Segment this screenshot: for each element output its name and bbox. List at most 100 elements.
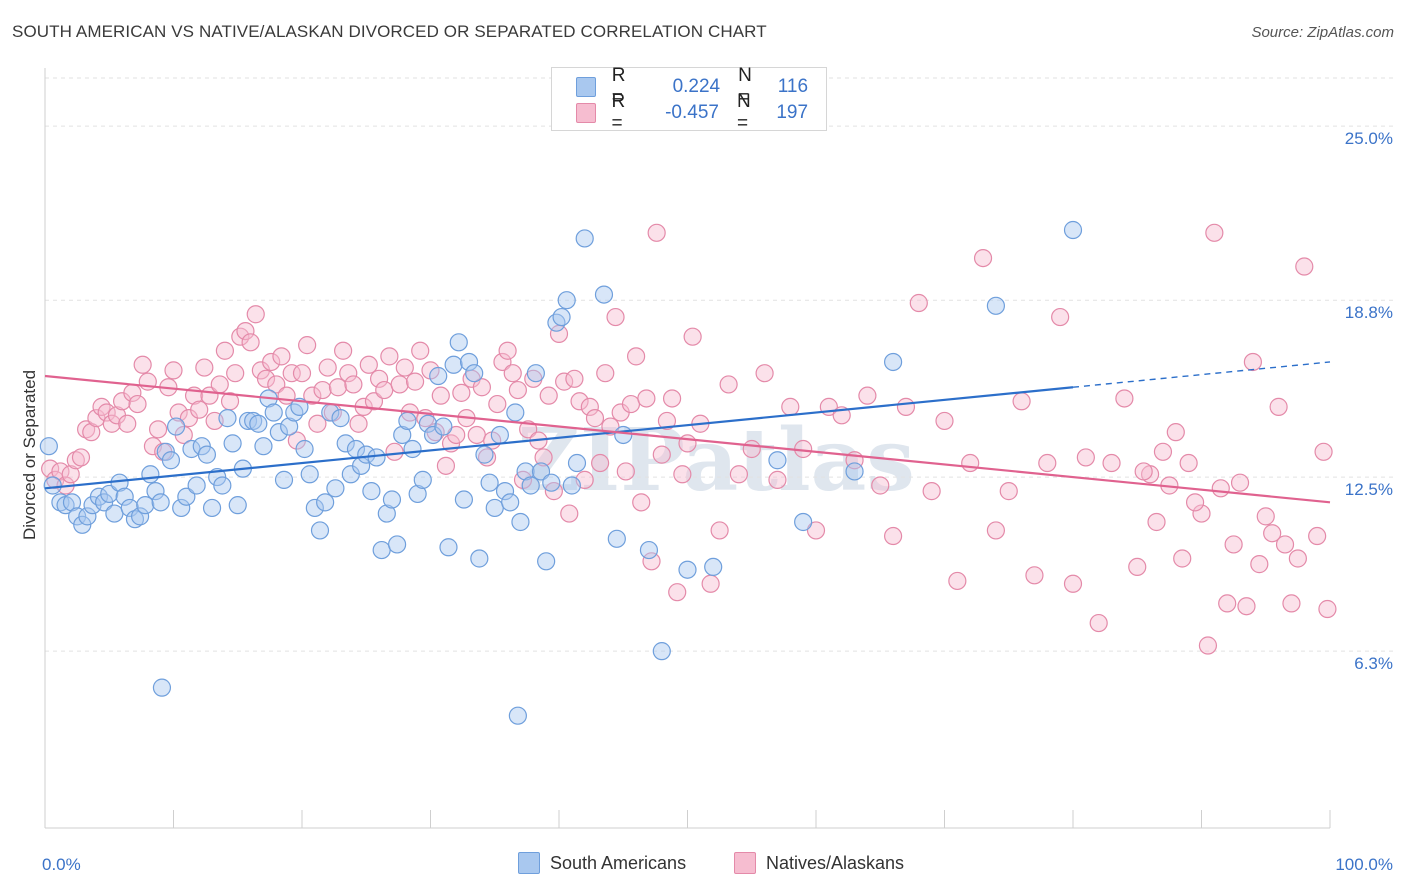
natives-alaskans-point <box>683 327 702 346</box>
natives-alaskans-point <box>678 434 697 453</box>
natives-alaskans-point <box>467 425 486 445</box>
south-americans-point <box>537 552 556 571</box>
natives-alaskans-point <box>190 400 209 419</box>
natives-alaskans-point <box>1076 448 1095 467</box>
south-americans-point <box>454 490 474 509</box>
source-label: Source: ZipAtlas.com <box>1251 24 1394 41</box>
natives-alaskans-point <box>1205 223 1224 242</box>
natives-alaskans-point <box>1038 453 1057 473</box>
south-americans-point <box>652 642 671 661</box>
natives-alaskans-point <box>231 327 250 346</box>
south-americans-point <box>480 473 499 492</box>
natives-alaskans-point <box>1263 524 1282 543</box>
natives-alaskans-point <box>935 411 954 431</box>
south-americans-point <box>552 307 571 327</box>
natives-alaskans-point <box>431 386 450 405</box>
natives-alaskans-point <box>871 476 890 495</box>
natives-alaskans-point <box>1282 594 1301 613</box>
south-americans-point <box>336 434 355 453</box>
south-americans-trendline-extension <box>1072 361 1331 388</box>
y-tick-label: 12.5% <box>1345 480 1393 499</box>
south-americans-point <box>465 364 484 383</box>
natives-alaskans-point <box>1179 453 1198 473</box>
watermark: ZIPatlas <box>517 410 915 511</box>
natives-alaskans-point <box>364 392 384 411</box>
natives-alaskans-point <box>390 375 409 394</box>
n-label: N = <box>738 65 752 108</box>
natives-alaskans-point <box>118 414 137 433</box>
natives-alaskans-point <box>380 347 399 366</box>
natives-alaskans-point <box>241 333 260 352</box>
natives-alaskans-point <box>1166 423 1185 442</box>
south-americans-point <box>398 411 417 431</box>
natives-alaskans-point <box>534 448 553 467</box>
south-americans-point <box>883 352 903 372</box>
natives-alaskans-point <box>668 583 687 602</box>
south-americans-point <box>444 355 463 374</box>
south-americans-point <box>678 560 697 579</box>
natives-alaskans-point <box>1308 526 1327 546</box>
legend-item-natives-alaskans: Natives/Alaskans <box>734 852 904 874</box>
south-americans-point <box>485 498 504 518</box>
y-axis-label: Divorced or Separated <box>20 369 39 541</box>
natives-alaskans-point <box>986 521 1006 540</box>
south-americans-point <box>986 296 1006 315</box>
natives-alaskans-point <box>292 364 312 383</box>
x-tick-label: 100.0% <box>1335 855 1393 874</box>
legend-label: Natives/Alaskans <box>766 852 905 873</box>
south-americans-point <box>506 403 525 422</box>
x-tick-label: 0.0% <box>42 855 81 874</box>
legend-row-natives-alaskans: R = -0.457 N = 197 <box>576 91 826 134</box>
natives-alaskans-point <box>1102 453 1121 473</box>
south-americans-point <box>614 425 633 445</box>
natives-alaskans-point <box>262 352 281 372</box>
natives-alaskans-point <box>1318 599 1337 619</box>
south-americans-point <box>264 403 283 422</box>
natives-alaskans-point <box>488 394 507 414</box>
chart-title: SOUTH AMERICAN VS NATIVE/ALASKAN DIVORCE… <box>12 22 767 41</box>
south-americans-point <box>89 487 109 506</box>
south-americans-point <box>542 473 561 492</box>
legend-label: South Americans <box>550 852 687 873</box>
natives-alaskans-point <box>215 341 234 360</box>
natives-alaskans-point <box>1089 613 1108 633</box>
south-americans-point <box>43 476 62 495</box>
natives-alaskans-point <box>77 420 96 439</box>
natives-alaskans-point <box>999 482 1018 501</box>
south-americans-point <box>141 465 160 484</box>
natives-alaskans-point <box>370 369 389 388</box>
south-americans-point <box>310 521 330 540</box>
natives-alaskans-point <box>51 462 70 481</box>
natives-alaskans-point <box>768 470 787 489</box>
south-americans-point <box>228 496 247 515</box>
y-tick-label: 6.3% <box>1354 654 1393 673</box>
natives-alaskans-point <box>1218 594 1237 613</box>
natives-alaskans-point <box>580 397 599 416</box>
natives-alaskans-point <box>1275 535 1295 554</box>
natives-alaskans-point <box>318 358 337 377</box>
natives-alaskans-point <box>1012 392 1031 411</box>
south-americans-point <box>218 409 237 428</box>
south-americans-point <box>459 352 479 372</box>
natives-alaskans-point <box>1134 462 1153 481</box>
south-americans-point <box>161 451 181 470</box>
natives-alaskans-point <box>61 465 80 484</box>
natives-alaskans-point <box>1230 473 1250 492</box>
natives-alaskans-point <box>909 293 928 313</box>
natives-alaskans-point <box>1295 257 1314 276</box>
south-americans-point <box>244 411 263 431</box>
south-americans-point <box>607 529 626 548</box>
natives-alaskans-point <box>647 223 666 242</box>
south-americans-point <box>382 490 402 509</box>
natives-alaskans-point <box>349 414 368 433</box>
natives-alaskans-point <box>883 526 903 546</box>
natives-alaskans-point <box>148 420 168 439</box>
south-americans-point <box>254 437 273 456</box>
natives-alaskans-point <box>701 574 720 593</box>
south-americans-point <box>521 476 540 495</box>
natives-alaskans-point <box>452 383 471 402</box>
south-americans-point <box>285 403 304 422</box>
pink-swatch <box>576 103 596 123</box>
natives-alaskans-point <box>1147 512 1166 532</box>
natives-alaskans-point <box>755 364 774 383</box>
